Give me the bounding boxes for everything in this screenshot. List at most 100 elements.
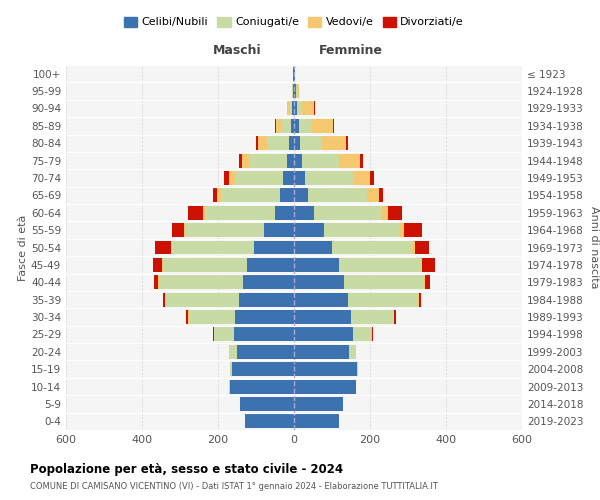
Text: Popolazione per età, sesso e stato civile - 2024: Popolazione per età, sesso e stato civil… [30,462,343,475]
Bar [275,119,294,133]
Bar [239,397,294,411]
Bar [242,154,294,168]
Bar [170,240,294,254]
Bar [294,258,339,272]
Bar [212,328,294,342]
Bar [214,328,294,342]
Legend: Celibi/Nubili, Coniugati/e, Vedovi/e, Divorziati/e: Celibi/Nubili, Coniugati/e, Vedovi/e, Di… [119,12,469,32]
Bar [294,223,404,237]
Bar [294,154,360,168]
Bar [294,119,299,133]
Bar [294,345,356,358]
Bar [203,206,294,220]
Bar [294,276,344,289]
Bar [294,188,308,202]
Bar [229,345,294,358]
Bar [283,171,294,185]
Bar [294,292,421,306]
Bar [294,328,371,342]
Bar [163,292,294,306]
Bar [275,206,294,220]
Bar [294,292,419,306]
Bar [172,240,294,254]
Bar [294,136,322,150]
Bar [294,119,312,133]
Bar [256,136,294,150]
Bar [294,102,314,116]
Bar [293,66,294,80]
Bar [189,310,294,324]
Bar [287,154,294,168]
Bar [155,240,294,254]
Bar [294,328,373,342]
Bar [266,136,294,150]
Bar [235,310,294,324]
Bar [294,292,418,306]
Bar [154,276,294,289]
Bar [294,66,295,80]
Bar [293,66,294,80]
Bar [239,292,294,306]
Bar [250,154,294,168]
Bar [293,84,294,98]
Bar [294,397,343,411]
Bar [245,414,294,428]
Bar [245,414,294,428]
Bar [294,206,314,220]
Bar [239,397,294,411]
Bar [293,66,294,80]
Bar [221,188,294,202]
Bar [239,397,294,411]
Bar [294,380,356,394]
Bar [154,258,294,272]
Bar [294,240,332,254]
Y-axis label: Anni di nascita: Anni di nascita [589,206,599,289]
Bar [232,362,294,376]
Bar [163,258,294,272]
Bar [294,206,382,220]
Y-axis label: Fasce di età: Fasce di età [18,214,28,280]
Bar [294,414,339,428]
Bar [294,171,374,185]
Bar [294,362,356,376]
Bar [294,276,430,289]
Bar [294,380,356,394]
Bar [294,362,358,376]
Bar [263,223,294,237]
Bar [294,240,415,254]
Bar [294,328,353,342]
Bar [294,188,379,202]
Bar [186,223,294,237]
Bar [294,292,348,306]
Bar [294,136,300,150]
Bar [162,258,294,272]
Bar [294,119,334,133]
Bar [289,136,294,150]
Bar [239,397,294,411]
Bar [294,362,358,376]
Bar [294,136,349,150]
Bar [229,380,294,394]
Text: Maschi: Maschi [212,44,262,57]
Bar [165,292,294,306]
Bar [294,414,339,428]
Bar [294,223,422,237]
Bar [159,276,294,289]
Bar [229,345,294,358]
Bar [294,119,333,133]
Bar [294,380,356,394]
Bar [234,328,294,342]
Bar [292,84,294,98]
Bar [214,328,294,342]
Bar [205,206,294,220]
Bar [294,102,302,116]
Bar [294,414,339,428]
Bar [294,206,388,220]
Bar [229,380,294,394]
Bar [291,119,294,133]
Bar [230,362,294,376]
Bar [294,102,314,116]
Bar [293,66,294,80]
Bar [294,328,371,342]
Bar [294,310,394,324]
